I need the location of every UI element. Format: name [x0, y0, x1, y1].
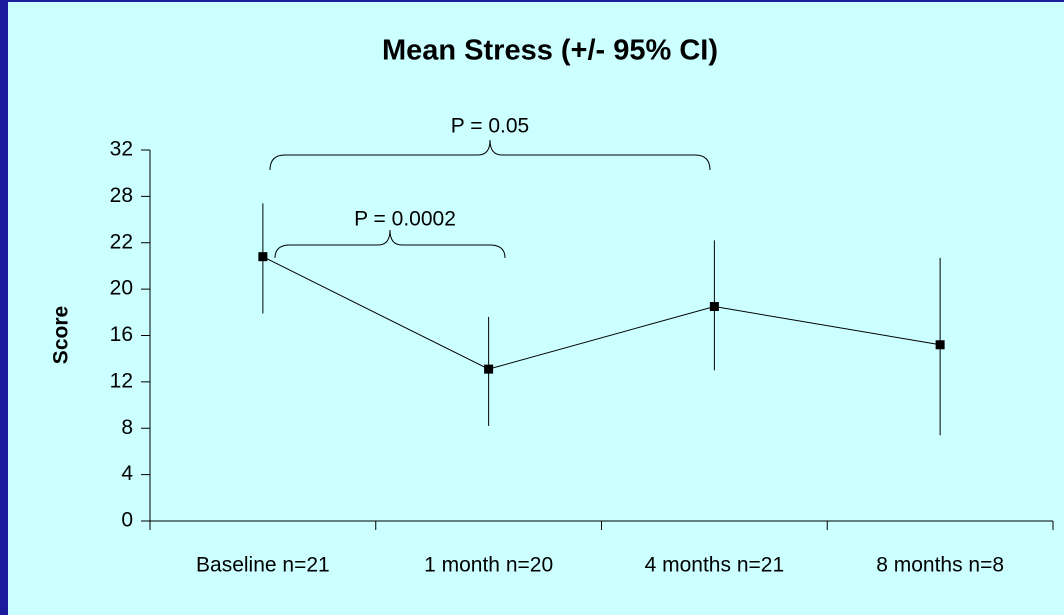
annotation: P = 0.05 [451, 115, 529, 138]
data-point [258, 252, 268, 262]
y-tick-label: 0 [121, 509, 133, 532]
series-line [262, 256, 941, 370]
y-axis-label: Score [50, 306, 73, 364]
y-tick-label: 8 [121, 416, 133, 439]
brace [274, 229, 506, 259]
plot-background [8, 2, 1064, 615]
x-tick-label: 8 months n=8 [876, 554, 1004, 577]
data-point [484, 364, 494, 374]
annotation: P = 0.0002 [354, 208, 456, 231]
y-tick-label: 28 [110, 184, 133, 207]
y-tick-label: 22 [110, 230, 133, 253]
x-tick-label: Baseline n=21 [196, 554, 330, 577]
y-tick-label: 4 [121, 462, 133, 485]
brace [269, 139, 711, 171]
x-tick-label: 1 month n=20 [424, 554, 553, 577]
y-tick-label: 20 [110, 277, 133, 300]
y-tick-label: 32 [110, 138, 133, 161]
data-point [935, 340, 945, 350]
y-tick-label: 16 [110, 323, 133, 346]
y-tick-label: 12 [110, 369, 133, 392]
x-tick-label: 4 months n=21 [645, 554, 785, 577]
data-point [709, 302, 719, 312]
chart-title: Mean Stress (+/- 95% CI) [382, 35, 718, 67]
